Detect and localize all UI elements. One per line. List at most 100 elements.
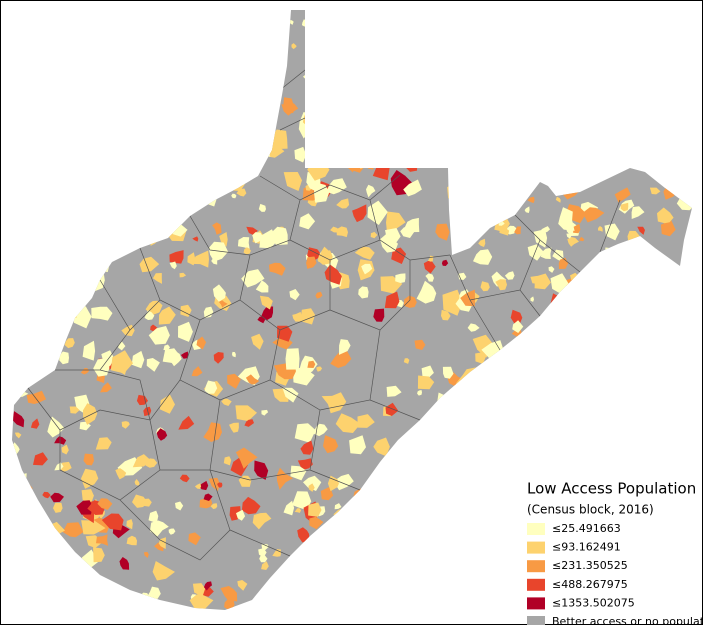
map-patch	[614, 187, 631, 203]
map-patch	[541, 226, 550, 233]
map-patch	[552, 249, 564, 263]
map-patch	[330, 226, 341, 233]
map-patch	[283, 500, 295, 516]
map-patch	[149, 520, 169, 537]
map-patch	[203, 422, 222, 442]
map-patch	[336, 198, 350, 209]
map-patch	[380, 233, 398, 253]
map-patch	[292, 367, 315, 386]
map-patch	[308, 502, 322, 517]
map-patch	[212, 284, 226, 302]
map-patch	[258, 203, 266, 212]
map-patch	[115, 468, 127, 480]
map-patch	[235, 405, 257, 422]
map-patch	[211, 257, 218, 265]
map-patch	[236, 509, 246, 521]
map-patch	[327, 475, 339, 492]
map-patch	[203, 306, 214, 318]
map-patch	[555, 196, 561, 203]
map-patch	[169, 261, 177, 270]
map-patch	[403, 217, 420, 233]
map-patch	[241, 269, 265, 288]
map-patch	[237, 580, 248, 591]
map-patch	[579, 236, 585, 242]
map-patch	[510, 309, 523, 324]
map-patch	[139, 256, 160, 273]
map-patch	[145, 458, 158, 468]
map-patch	[637, 226, 645, 235]
map-patch	[442, 366, 454, 379]
map-patch	[321, 392, 347, 414]
map-patch	[210, 503, 218, 510]
map-patch	[178, 415, 195, 430]
map-patch	[95, 437, 112, 450]
map-patch	[175, 501, 184, 511]
map-patch	[159, 394, 175, 414]
map-patch	[514, 226, 521, 235]
map-patch	[179, 272, 187, 278]
map-patch	[241, 496, 261, 515]
map-patch	[573, 223, 581, 234]
map-patch	[417, 390, 422, 396]
map-patch	[352, 204, 367, 223]
map-patch	[50, 492, 64, 503]
legend-swatch	[527, 541, 545, 554]
map-patch	[323, 435, 339, 454]
map-patch	[208, 477, 220, 492]
map-patch	[76, 500, 93, 515]
map-patch	[283, 172, 302, 191]
legend: Low Access Population (Census block, 201…	[527, 480, 703, 625]
map-patch	[203, 493, 213, 501]
map-patch	[251, 333, 264, 350]
legend-swatch	[527, 616, 545, 625]
map-patch	[467, 323, 480, 332]
map-patch	[309, 516, 324, 530]
map-patch	[316, 366, 323, 372]
map-patch	[269, 226, 288, 246]
map-patch	[163, 344, 170, 351]
map-patch	[631, 206, 645, 219]
state-shape	[12, 10, 692, 610]
map-patch	[100, 382, 112, 393]
map-patch	[245, 454, 254, 462]
map-patch	[82, 340, 96, 361]
map-patch	[527, 196, 535, 204]
map-patch	[259, 295, 273, 310]
map-patch	[238, 475, 252, 487]
map-patch	[373, 308, 385, 322]
map-patch	[294, 508, 302, 513]
map-patch	[660, 219, 676, 237]
map-patch	[81, 520, 106, 535]
map-patch	[512, 320, 524, 333]
county-lines	[27, 69, 621, 561]
map-patch	[188, 532, 201, 546]
map-patch	[307, 360, 316, 368]
map-patch	[416, 280, 437, 304]
legend-swatch	[527, 578, 545, 591]
map-patch	[391, 247, 407, 264]
map-patch	[403, 295, 417, 308]
map-patch	[152, 561, 175, 581]
map-patch	[534, 273, 551, 290]
map-patch	[218, 300, 228, 308]
map-patch	[231, 193, 237, 199]
map-patch	[299, 213, 316, 230]
map-patch	[530, 275, 542, 284]
map-patch	[81, 489, 94, 503]
map-patch	[414, 339, 426, 350]
map-patch	[306, 256, 317, 269]
map-patch	[220, 586, 238, 602]
map-patch	[567, 237, 579, 247]
map-patch	[179, 474, 190, 483]
legend-label: Better access or no population	[552, 615, 703, 625]
map-patch	[204, 380, 218, 394]
map-patch	[495, 279, 507, 291]
map-patch	[219, 232, 228, 247]
map-patch	[213, 352, 224, 364]
map-patch	[326, 178, 347, 195]
map-patch	[134, 479, 140, 486]
map-patch	[530, 296, 534, 302]
map-patch	[384, 291, 400, 309]
map-patch	[294, 146, 307, 163]
map-patch	[291, 43, 297, 50]
